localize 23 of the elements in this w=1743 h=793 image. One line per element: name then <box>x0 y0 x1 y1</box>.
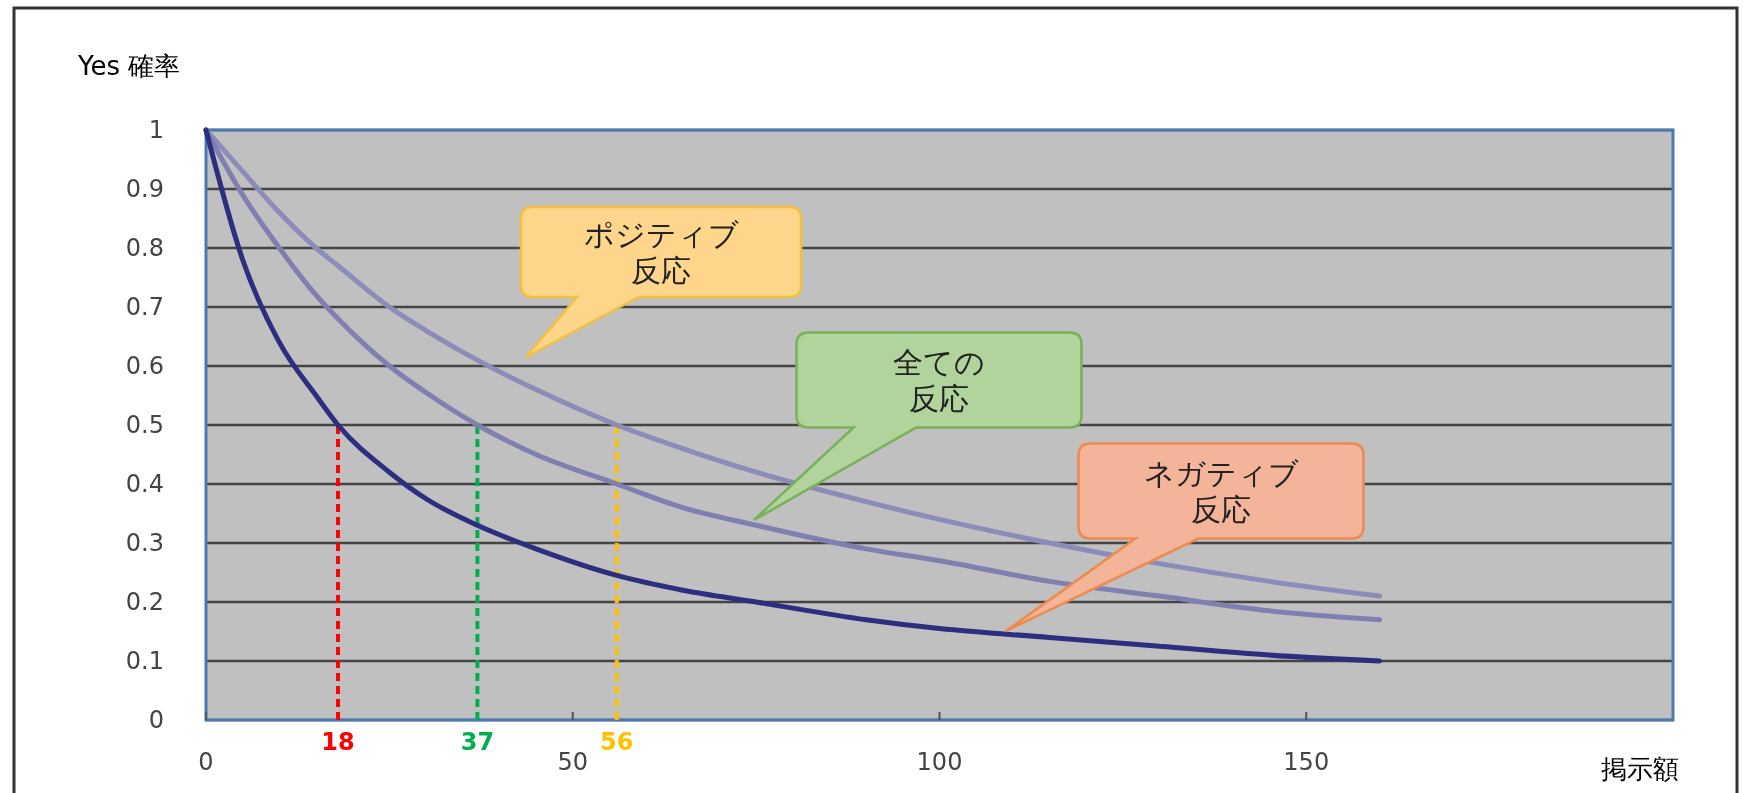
y-axis-title: Yes 確率 <box>77 51 181 81</box>
ref-line-label: 56 <box>600 728 634 756</box>
x-tick-label: 100 <box>916 748 963 776</box>
annotation: 全ての反応 <box>893 345 985 416</box>
x-tick-label: 0 <box>198 748 214 776</box>
y-tick-label: 0.3 <box>125 529 164 557</box>
y-tick-label: 0.9 <box>125 175 164 203</box>
annotation: ネガティブ反応 <box>1143 456 1299 527</box>
y-tick-label: 0.7 <box>125 293 164 321</box>
y-tick-label: 0 <box>148 706 164 734</box>
y-tick-label: 0.4 <box>125 470 164 498</box>
ref-line-label: 37 <box>460 728 495 756</box>
annotation: ポジティブ反応 <box>583 217 739 288</box>
x-tick-label: 50 <box>557 748 589 776</box>
y-tick-label: 0.1 <box>125 647 164 675</box>
x-axis-title: 掲示額 <box>1601 754 1679 784</box>
y-tick-label: 0.5 <box>125 411 164 439</box>
ref-line-label: 18 <box>321 728 355 756</box>
y-tick-label: 0.8 <box>125 234 164 262</box>
y-tick-label: 0.2 <box>125 588 164 616</box>
y-tick-label: 1 <box>148 116 164 144</box>
x-tick-label: 150 <box>1283 748 1330 776</box>
y-tick-label: 0.6 <box>125 352 164 380</box>
